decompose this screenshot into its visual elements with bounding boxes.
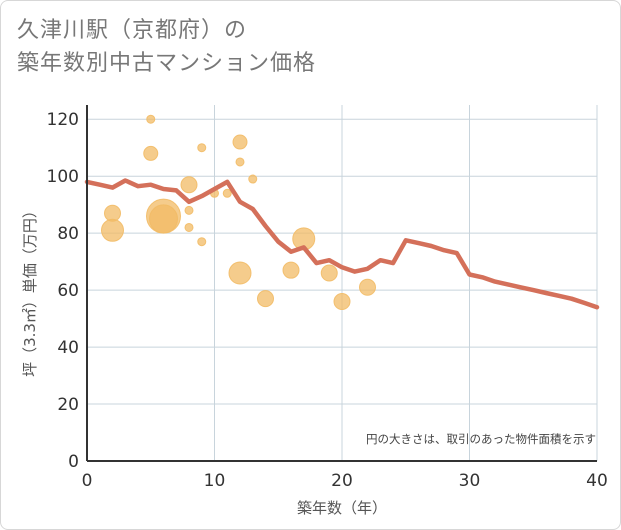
data-bubble: [197, 143, 207, 153]
data-bubble: [222, 188, 232, 198]
grid-layer: [87, 105, 598, 461]
data-bubble: [197, 237, 207, 247]
data-bubble: [320, 264, 338, 282]
y-tick-label: 80: [57, 224, 79, 244]
x-tick-label: 0: [82, 471, 93, 491]
data-bubble: [248, 174, 258, 184]
trend-line: [84, 178, 600, 310]
data-bubble: [257, 290, 274, 308]
data-bubble: [359, 278, 376, 296]
data-bubble: [143, 145, 159, 161]
y-tick-label: 20: [57, 395, 79, 415]
trend-line-layer: [84, 178, 600, 310]
axis-layer: 0 10 20 30 40 0 20 40 60 80 100 120: [47, 105, 608, 491]
data-bubble: [232, 134, 248, 150]
x-tick-label: 10: [204, 471, 226, 491]
bubble-size-note: 円の大きさは、取引のあった物件面積を示す: [366, 432, 596, 446]
x-tick-label: 30: [459, 471, 481, 491]
data-bubble: [149, 204, 178, 234]
y-tick-label: 40: [57, 338, 79, 358]
data-bubble: [180, 176, 198, 194]
data-bubble: [184, 222, 194, 232]
y-axis-label: 坪（3.3㎡）単価（万円）: [21, 203, 39, 377]
chart-title-line1: 久津川駅（京都府）の: [17, 18, 248, 43]
bubble-layer: [101, 114, 376, 311]
data-bubble: [184, 205, 194, 215]
chart-title: 久津川駅（京都府）の 築年数別中古マンション価格: [17, 14, 437, 80]
x-tick-label: 40: [586, 471, 608, 491]
data-bubble: [146, 114, 156, 124]
y-tick-label: 120: [47, 110, 79, 130]
chart-title-line2: 築年数別中古マンション価格: [17, 51, 317, 76]
y-tick-label: 0: [68, 452, 79, 472]
x-tick-label: 20: [331, 471, 353, 491]
y-tick-label: 60: [57, 281, 79, 301]
y-tick-label: 100: [47, 167, 79, 187]
data-bubble: [228, 261, 252, 285]
data-bubble: [282, 261, 300, 279]
x-axis-label: 築年数（年）: [297, 499, 387, 517]
data-bubble: [333, 293, 351, 311]
data-bubble: [235, 157, 245, 167]
data-bubble: [101, 218, 124, 242]
